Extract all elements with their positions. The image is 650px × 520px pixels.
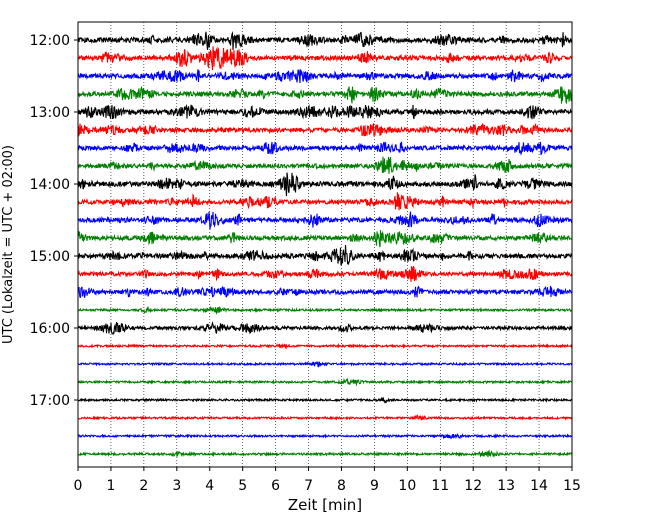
plot-frame bbox=[77, 21, 573, 468]
x-tick-label-1: 1 bbox=[106, 478, 115, 494]
trace-1315 bbox=[77, 123, 573, 138]
trace-1530 bbox=[77, 285, 573, 299]
x-tick-label-9: 9 bbox=[370, 478, 379, 494]
trace-1715 bbox=[77, 414, 573, 421]
trace-1500 bbox=[77, 245, 573, 266]
x-tick-label-15: 15 bbox=[563, 478, 581, 494]
trace-1400 bbox=[77, 172, 573, 197]
trace-1615 bbox=[77, 342, 573, 350]
grid-lines bbox=[110, 22, 540, 467]
x-tick-label-0: 0 bbox=[74, 478, 83, 494]
y-axis-label: UTC (Lokalzeit = UTC + 02:00) bbox=[1, 145, 16, 344]
trace-1215 bbox=[77, 46, 573, 71]
x-tick-label-13: 13 bbox=[497, 478, 515, 494]
trace-1745 bbox=[77, 449, 573, 459]
trace-1245 bbox=[77, 85, 573, 105]
trace-1345 bbox=[77, 156, 573, 174]
trace-1515 bbox=[77, 265, 573, 282]
y-axis-ticks: 12:00 13:00 14:00 15:00 16:00 17:00 bbox=[30, 33, 78, 409]
y-tick-label-1500: 15:00 bbox=[30, 249, 70, 265]
trace-1700 bbox=[77, 396, 573, 404]
x-tick-label-2: 2 bbox=[139, 478, 148, 494]
x-tick-label-4: 4 bbox=[205, 478, 214, 494]
trace-1200 bbox=[77, 31, 573, 50]
x-tick-label-6: 6 bbox=[271, 478, 280, 494]
trace-1545 bbox=[77, 305, 573, 316]
x-tick-label-8: 8 bbox=[337, 478, 346, 494]
seismic-traces bbox=[77, 31, 573, 459]
trace-1600 bbox=[77, 320, 573, 336]
x-tick-label-5: 5 bbox=[238, 478, 247, 494]
trace-1330 bbox=[77, 141, 573, 156]
x-tick-label-11: 11 bbox=[431, 478, 449, 494]
y-tick-label-1300: 13:00 bbox=[30, 105, 70, 121]
x-tick-label-3: 3 bbox=[172, 478, 181, 494]
x-tick-label-12: 12 bbox=[464, 478, 482, 494]
trace-1630 bbox=[77, 361, 573, 368]
x-axis-label: Zeit [min] bbox=[288, 496, 362, 514]
y-tick-label-1400: 14:00 bbox=[30, 177, 70, 193]
trace-1230 bbox=[77, 68, 573, 84]
y-tick-label-1600: 16:00 bbox=[30, 321, 70, 337]
y-tick-label-1200: 12:00 bbox=[30, 33, 70, 49]
trace-1300 bbox=[77, 103, 573, 120]
trace-1430 bbox=[77, 211, 573, 230]
trace-1445 bbox=[77, 230, 573, 248]
y-tick-label-1700: 17:00 bbox=[30, 393, 70, 409]
x-tick-label-10: 10 bbox=[398, 478, 416, 494]
x-axis-ticks: 0 1 2 3 4 5 6 7 8 9 10 11 12 13 14 15 bbox=[74, 467, 581, 494]
trace-1645 bbox=[77, 377, 573, 387]
trace-1415 bbox=[77, 192, 573, 211]
trace-1730 bbox=[77, 433, 573, 440]
x-tick-label-14: 14 bbox=[530, 478, 548, 494]
x-tick-label-7: 7 bbox=[304, 478, 313, 494]
